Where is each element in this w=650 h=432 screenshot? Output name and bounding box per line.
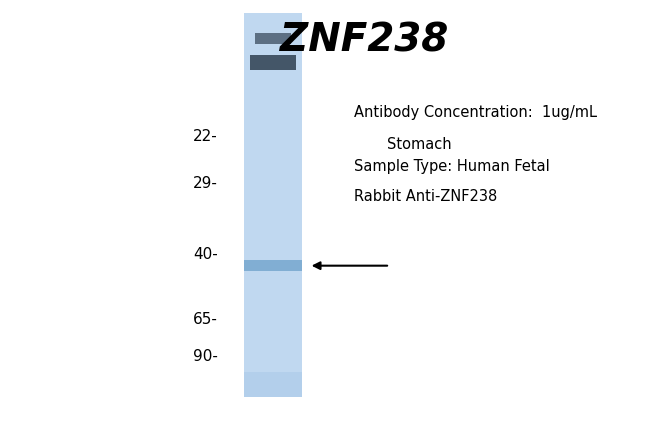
Text: Sample Type: Human Fetal: Sample Type: Human Fetal: [354, 159, 550, 174]
Bar: [255, 34, 291, 44]
Text: 65-: 65-: [193, 312, 218, 327]
Text: Antibody Concentration:  1ug/mL: Antibody Concentration: 1ug/mL: [354, 105, 597, 120]
Text: 22-: 22-: [193, 129, 218, 143]
Text: ZNF238: ZNF238: [280, 22, 448, 60]
Text: 40-: 40-: [193, 248, 218, 262]
Bar: [244, 372, 302, 397]
Text: Stomach: Stomach: [387, 137, 451, 152]
Bar: [250, 55, 296, 70]
Bar: [244, 13, 302, 397]
Text: Rabbit Anti-ZNF238: Rabbit Anti-ZNF238: [354, 189, 497, 204]
Text: 90-: 90-: [193, 349, 218, 364]
Bar: [244, 260, 302, 271]
Text: 29-: 29-: [193, 176, 218, 191]
